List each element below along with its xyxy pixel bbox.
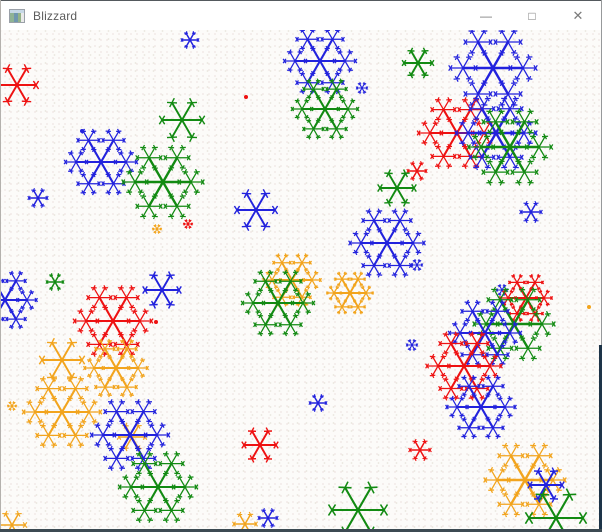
snowflake-orange xyxy=(82,338,150,398)
snowflake-red xyxy=(72,285,154,357)
snowflake-red xyxy=(182,219,194,229)
window-border-top xyxy=(0,0,602,1)
snowflake-green xyxy=(240,269,316,337)
snowflake-orange xyxy=(38,337,86,383)
snowflake-blue xyxy=(27,187,49,209)
client-area xyxy=(0,30,601,532)
snowflake-green xyxy=(158,97,206,143)
snowflake-red xyxy=(408,438,432,462)
snowflake-green xyxy=(117,451,199,523)
snowflake-red xyxy=(0,63,40,107)
window-title: Blizzard xyxy=(33,8,78,23)
snowflake-blue xyxy=(445,374,517,440)
snowflake-blue xyxy=(142,271,182,309)
maximize-button[interactable]: □ xyxy=(528,8,536,23)
snowflake-blue xyxy=(282,30,358,95)
snowflake-red xyxy=(406,160,428,182)
close-button[interactable]: ✕ xyxy=(572,7,584,23)
window-border-bottom xyxy=(0,529,602,532)
minimize-button[interactable]: — xyxy=(480,8,492,23)
snowflake-orange xyxy=(261,253,323,307)
snowflake-green xyxy=(472,286,556,362)
snowflake-blue xyxy=(233,188,279,232)
snowflake-blue xyxy=(348,208,426,278)
snowflake-orange xyxy=(483,442,567,518)
snowflake-red xyxy=(154,320,158,324)
snowflake-blue xyxy=(527,467,565,503)
snowflake-blue xyxy=(0,270,39,330)
snowflake-green xyxy=(327,481,389,532)
snowflake-orange xyxy=(232,511,258,532)
snowflake-green xyxy=(121,144,205,220)
snowflake-green xyxy=(45,273,65,291)
snowflake-blue xyxy=(410,258,424,272)
snowflake-orange xyxy=(325,271,375,315)
snowflake-orange xyxy=(21,376,103,448)
snowflake-blue xyxy=(519,200,543,224)
background-window-edge xyxy=(599,345,602,532)
title-bar: Blizzard — □ ✕ xyxy=(1,1,601,30)
snowflake-blue xyxy=(454,95,538,171)
snowflake-green xyxy=(401,47,435,79)
snowflake-blue xyxy=(355,81,369,95)
snowflake-blue xyxy=(257,507,279,529)
snowflake-orange xyxy=(6,401,18,411)
snowflake-blue xyxy=(405,338,419,352)
snowflake-red xyxy=(244,95,248,99)
window-border-left xyxy=(0,0,1,532)
window-controls: — □ ✕ xyxy=(463,1,601,30)
blizzard-canvas xyxy=(0,30,591,532)
snowflake-blue xyxy=(448,30,538,108)
snowflake-green xyxy=(466,108,554,186)
snowflake-orange xyxy=(587,305,591,309)
snowflake-red xyxy=(241,427,279,463)
snowflake-blue xyxy=(308,394,328,412)
snowflake-orange xyxy=(151,224,163,234)
snowflake-blue xyxy=(180,31,200,49)
snowflake-blue xyxy=(63,128,139,196)
app-icon xyxy=(9,8,25,23)
snowflake-green xyxy=(377,169,417,207)
snowflake-green xyxy=(290,78,360,140)
